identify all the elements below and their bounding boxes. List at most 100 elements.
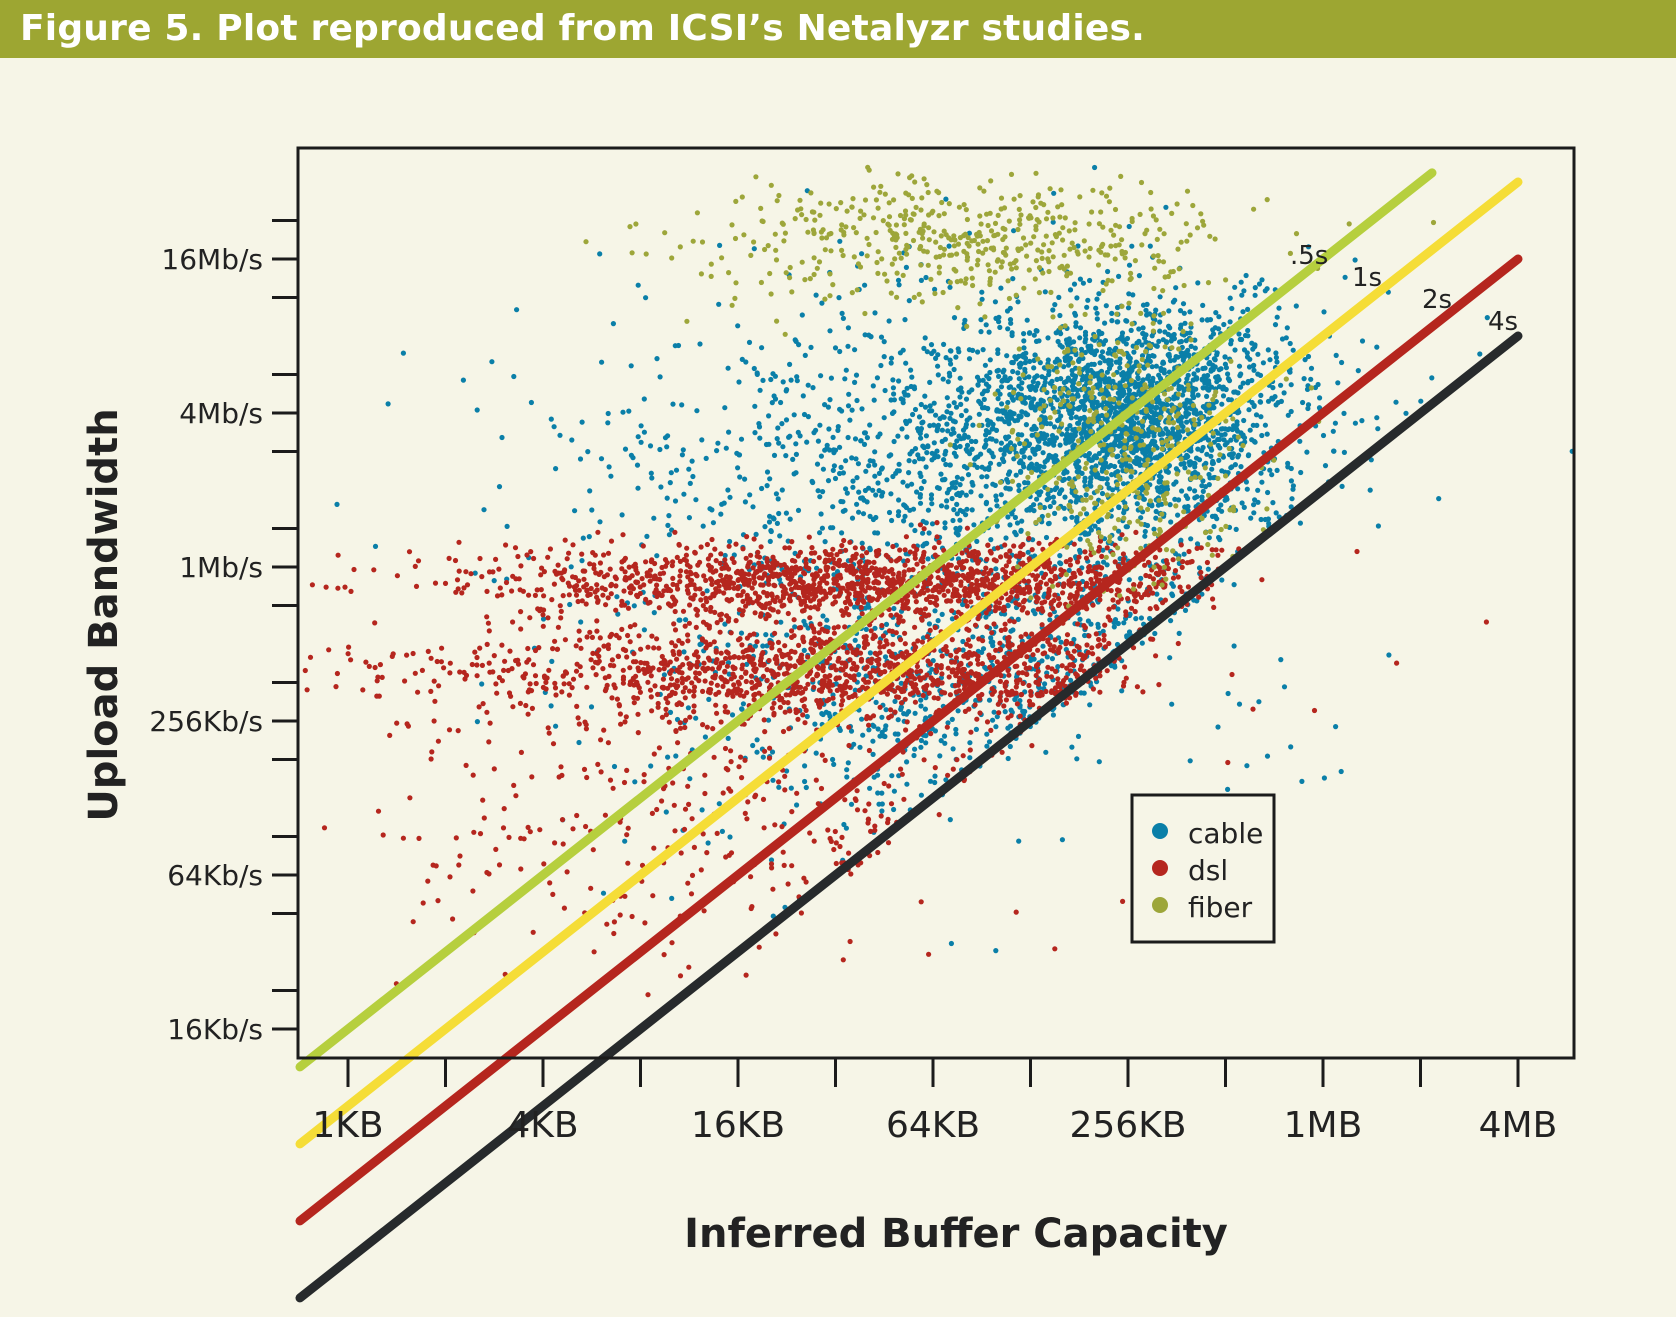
cable-point: [993, 315, 999, 321]
cable-point: [1171, 396, 1177, 402]
cable-point: [635, 434, 641, 440]
cable-point: [890, 385, 897, 391]
cable-point: [852, 347, 858, 353]
cable-point: [953, 731, 959, 737]
cable-point: [1157, 452, 1164, 458]
cable-point: [793, 470, 799, 476]
dsl-point: [688, 571, 694, 577]
cable-point: [1126, 387, 1132, 393]
cable-point: [1244, 354, 1251, 360]
cable-point: [1148, 440, 1155, 446]
cable-point: [1278, 382, 1284, 388]
cable-point: [1039, 658, 1045, 664]
cable-point: [540, 616, 547, 622]
cable-point: [1225, 371, 1231, 377]
cable-point: [608, 473, 614, 479]
cable-point: [1100, 628, 1106, 634]
cable-point: [1092, 453, 1098, 459]
cable-point: [669, 895, 675, 902]
dsl-point: [432, 580, 439, 586]
cable-point: [750, 504, 756, 510]
cable-point: [902, 317, 908, 323]
cable-point: [1088, 343, 1094, 349]
cable-point: [768, 528, 774, 534]
cable-point: [935, 352, 941, 358]
cable-point: [1105, 268, 1111, 275]
cable-point: [735, 465, 741, 471]
cable-point: [839, 530, 845, 536]
dsl-point: [1071, 570, 1077, 577]
cable-point: [854, 397, 860, 404]
dsl-point: [1034, 594, 1040, 600]
cable-point: [909, 481, 915, 487]
cable-point: [817, 530, 823, 536]
cable-point: [1235, 486, 1241, 492]
cable-point: [819, 300, 825, 306]
cable-point: [710, 520, 717, 526]
cable-point: [998, 416, 1005, 422]
cable-point: [890, 473, 896, 480]
dsl-point: [803, 560, 809, 566]
cable-point: [1018, 386, 1024, 392]
cable-point: [1333, 352, 1339, 358]
cable-point: [1100, 476, 1106, 482]
dsl-point: [335, 585, 341, 591]
dsl-point: [1026, 589, 1032, 595]
cable-point: [982, 664, 988, 670]
cable-point: [1013, 472, 1019, 478]
cable-point: [739, 706, 745, 712]
cable-point: [1252, 497, 1258, 503]
cable-point: [1315, 381, 1321, 388]
cable-point: [866, 604, 872, 610]
cable-point: [1176, 386, 1182, 392]
dsl-point: [622, 569, 628, 575]
cable-point: [588, 704, 595, 710]
cable-point: [1056, 294, 1062, 300]
cable-point: [760, 754, 766, 760]
cable-point: [999, 401, 1005, 407]
cable-point: [663, 809, 669, 815]
cable-point: [1075, 458, 1081, 464]
cable-point: [948, 361, 954, 367]
cable-point: [883, 723, 889, 729]
cable-point: [837, 348, 843, 355]
cable-point: [1258, 414, 1264, 420]
cable-point: [784, 387, 790, 393]
dsl-point: [755, 549, 761, 555]
cable-point: [946, 243, 952, 249]
cable-point: [801, 647, 807, 654]
cable-point: [1386, 652, 1392, 658]
cable-point: [822, 402, 828, 408]
cable-point: [1099, 412, 1105, 419]
cable-point: [904, 483, 911, 489]
cable-point: [984, 731, 990, 737]
cable-point: [1216, 436, 1223, 443]
cable-point: [1167, 655, 1173, 661]
cable-point: [1026, 395, 1032, 401]
cable-point: [840, 315, 847, 321]
cable-point: [1082, 329, 1089, 335]
cable-point: [992, 299, 999, 305]
cable-point: [1418, 398, 1424, 404]
dsl-point: [281, 579, 286, 584]
cable-point: [1055, 664, 1061, 670]
dsl-point: [1013, 553, 1019, 559]
cable-point: [654, 553, 660, 559]
cable-point: [1005, 377, 1011, 384]
cable-point: [1236, 363, 1243, 369]
cable-point: [830, 756, 836, 763]
cable-point: [1049, 432, 1056, 439]
cable-point: [1015, 616, 1021, 623]
cable-point: [969, 387, 975, 393]
cable-point: [810, 385, 816, 391]
dsl-point: [1008, 570, 1015, 576]
cable-point: [824, 442, 830, 448]
cable-point: [949, 716, 955, 723]
cable-point: [1106, 361, 1112, 367]
cable-point: [372, 543, 379, 550]
cable-point: [850, 484, 856, 490]
dsl-point: [898, 581, 904, 587]
cable-point: [783, 417, 790, 423]
cable-point: [689, 458, 695, 464]
cable-point: [1247, 427, 1253, 433]
